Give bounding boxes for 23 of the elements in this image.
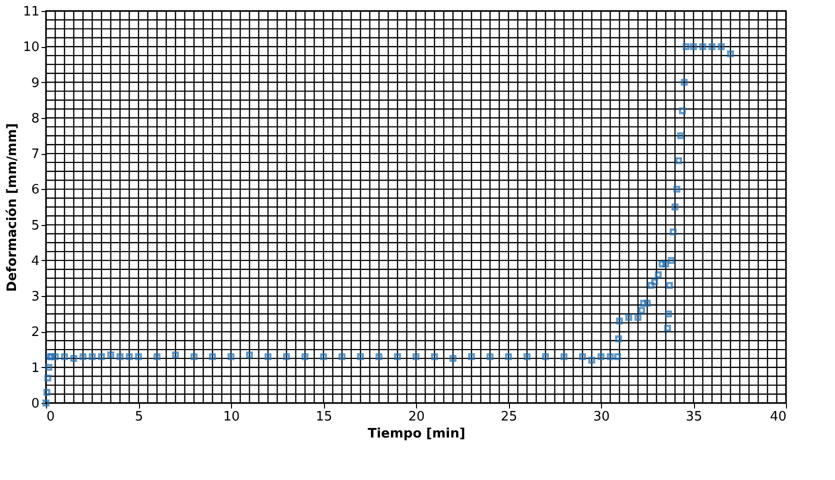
y-tick-label: 7 <box>31 147 40 162</box>
y-tick-label: 3 <box>31 290 40 305</box>
y-tick-label: 8 <box>31 111 40 126</box>
x-axis-title: Tiempo [min] <box>368 426 466 442</box>
x-tick-label: 15 <box>316 410 332 424</box>
x-tick-label: 20 <box>408 410 425 424</box>
y-tick-label: 1 <box>31 360 40 376</box>
y-tick-label: 4 <box>31 254 40 269</box>
y-tick-label: 9 <box>31 76 40 91</box>
x-tick-label: 25 <box>500 410 518 424</box>
x-tick-label: 35 <box>686 410 702 424</box>
x-tick-label: 10 <box>223 410 240 424</box>
x-tick-label: 30 <box>593 410 610 424</box>
y-tick-label: 2 <box>31 325 40 340</box>
y-tick-label: 6 <box>31 182 40 198</box>
y-tick-label: 5 <box>31 218 40 234</box>
x-tick-label: 40 <box>770 410 786 424</box>
x-tick-label: 5 <box>134 410 144 424</box>
y-tick-label: 10 <box>22 40 40 56</box>
y-tick-label: 0 <box>31 396 40 412</box>
x-tick-label: 0 <box>46 410 55 424</box>
y-tick-label: 11 <box>22 4 40 20</box>
y-axis-title: Deformación [mm/mm] <box>4 123 20 292</box>
